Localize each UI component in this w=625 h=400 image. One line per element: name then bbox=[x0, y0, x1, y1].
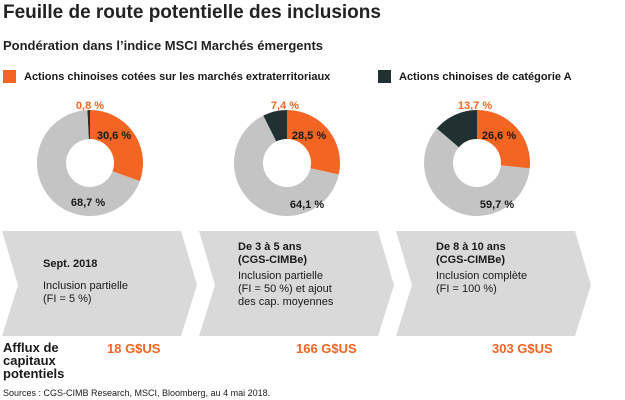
legend-label-a-shares: Actions chinoises de catégorie A bbox=[399, 70, 572, 83]
donut-1-label-a-shares: 0,8 % bbox=[76, 100, 104, 112]
donut-charts: 30,6 % 0,8 % 68,7 % 28,5 % 7,4 % 64,1 % 26,6 %… bbox=[37, 100, 530, 217]
stage-heading: De 3 à 5 ans bbox=[238, 241, 302, 253]
stage-heading-source: (CGS-CIMBe) bbox=[436, 254, 506, 266]
legend-swatch-offshore bbox=[3, 70, 16, 83]
flows-label: Afflux de capitaux potentiels bbox=[3, 340, 65, 381]
timeline-arrow-3 bbox=[396, 231, 591, 336]
legend-item-offshore: Actions chinoises cotées sur les marchés… bbox=[3, 70, 330, 83]
donut-1-slice-offshore bbox=[90, 110, 144, 182]
flow-value-1: 18 G$US bbox=[107, 341, 161, 356]
chart-title: Feuille de route potentielle des inclusi… bbox=[3, 2, 381, 23]
chart-subtitle: Pondération dans l’indice MSCI Marchés é… bbox=[3, 38, 324, 53]
stage-3-5-years: De 3 à 5 ans (CGS-CIMBe) Inclusion parti… bbox=[238, 241, 373, 309]
donut-2-label-a-shares: 7,4 % bbox=[271, 100, 299, 112]
stage-body-line: des cap. moyennes bbox=[238, 296, 334, 308]
stage-body-line: Inclusion partielle bbox=[238, 270, 323, 282]
donut-3-label-offshore: 26,6 % bbox=[482, 130, 516, 142]
stage-body-line: (FI = 100 %) bbox=[436, 283, 497, 295]
donut-1-slice-a-shares bbox=[87, 110, 90, 140]
donut-2-label-offshore: 28,5 % bbox=[292, 130, 326, 142]
donut-1-slice-rest bbox=[37, 110, 140, 217]
donut-2-slice-offshore bbox=[287, 110, 341, 175]
donut-3-label-rest: 59,7 % bbox=[480, 199, 514, 211]
timeline-arrow-1 bbox=[2, 231, 197, 336]
donut-3-label-a-shares: 13,7 % bbox=[458, 100, 492, 112]
flow-value-2: 166 G$US bbox=[296, 341, 357, 356]
donut-3-slice-a-shares bbox=[436, 110, 477, 148]
stage-body-line: Inclusion partielle bbox=[43, 280, 128, 292]
donut-1-label-rest: 68,7 % bbox=[71, 197, 105, 209]
donut-3-slice-offshore bbox=[477, 110, 530, 169]
legend-item-a-shares: Actions chinoises de catégorie A bbox=[378, 70, 572, 83]
stage-body-line: (FI = 5 %) bbox=[43, 293, 92, 305]
stage-heading: De 8 à 10 ans bbox=[436, 241, 506, 253]
timeline-arrow-2 bbox=[199, 231, 394, 336]
donut-1-label-offshore: 30,6 % bbox=[97, 130, 131, 142]
donut-2-slice-a-shares bbox=[263, 110, 287, 142]
flow-value-3: 303 G$US bbox=[492, 341, 553, 356]
source-note: Sources : CGS-CIMB Research, MSCI, Bloom… bbox=[3, 388, 271, 398]
stage-body-line: (FI = 50 %) et ajout bbox=[238, 283, 332, 295]
legend-swatch-a-shares bbox=[378, 70, 391, 83]
donut-3-slice-rest bbox=[424, 128, 530, 216]
stage-body-line: Inclusion complète bbox=[436, 270, 528, 282]
donut-2-slice-rest bbox=[233, 115, 339, 216]
legend-label-offshore: Actions chinoises cotées sur les marchés… bbox=[24, 70, 331, 83]
stage-heading: Sept. 2018 bbox=[43, 258, 98, 270]
donut-2-label-rest: 64,1 % bbox=[290, 199, 324, 211]
stage-8-10-years: De 8 à 10 ans (CGS-CIMBe) Inclusion comp… bbox=[436, 241, 527, 296]
stage-sept-2018: Sept. 2018 Inclusion partielle (FI = 5 %… bbox=[43, 258, 128, 306]
stage-heading-source: (CGS-CIMBe) bbox=[238, 254, 308, 266]
